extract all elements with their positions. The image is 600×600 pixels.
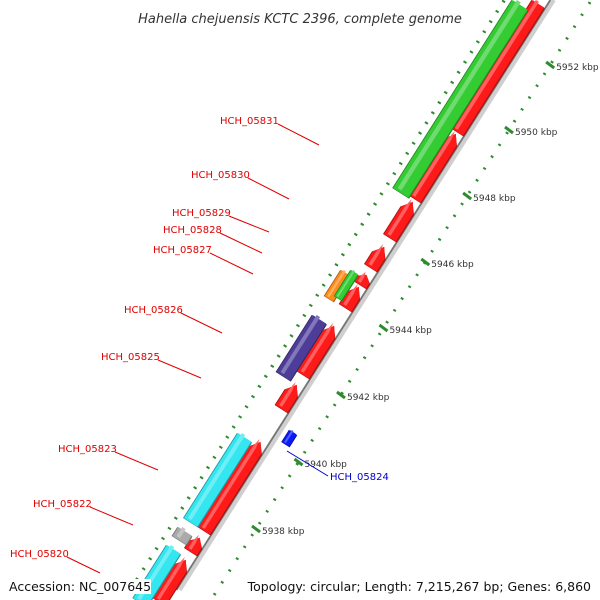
- leader-line-HCH_05826: [180, 312, 223, 334]
- scale-label-5: 5942 kbp: [347, 393, 390, 403]
- dotted-guide-1: [212, 0, 593, 596]
- gene-5831: [407, 130, 458, 204]
- gene-label-HCH_05825: HCH_05825: [101, 352, 160, 363]
- gene-5823-highlight: [201, 438, 260, 529]
- gene-purple-highlight: [280, 315, 321, 375]
- gene-label-HCH_05831: HCH_05831: [220, 116, 279, 127]
- gene-orange-highlight: [327, 270, 346, 298]
- gene-label-HCH_05823: HCH_05823: [58, 444, 117, 455]
- gene-5823: [197, 438, 262, 536]
- gene-5830-highlight: [387, 198, 412, 236]
- gene-5824-highlight: [284, 430, 294, 444]
- gene-5827-highlight: [343, 283, 358, 306]
- gene-5820-highlight: [156, 556, 185, 600]
- leader-line-HCH_05824: [286, 450, 329, 477]
- gene-5822-highlight: [176, 527, 186, 539]
- tick-layer: [128, 0, 593, 596]
- leader-line-HCH_05829: [228, 215, 270, 233]
- gene-cyan-b: [183, 433, 253, 528]
- label-layer: 5952 kbp 5950 kbp 5948 kbp 5946 kbp 5944 kbp…: [10, 63, 599, 574]
- gene-green-small-highlight: [336, 270, 355, 298]
- gene-layer: [132, 0, 545, 600]
- gene-label-HCH_05824: HCH_05824: [330, 472, 389, 483]
- gene-5820: [152, 556, 188, 600]
- gene-green-large-highlight: [397, 0, 521, 191]
- gene-5832: [450, 0, 545, 137]
- gene-label-HCH_05829: HCH_05829: [172, 208, 231, 219]
- gene-5821: [184, 534, 203, 557]
- gene-5832-highlight: [454, 0, 539, 130]
- gene-label-HCH_05820: HCH_05820: [10, 549, 69, 560]
- gene-5825: [274, 381, 298, 414]
- gene-5826-highlight: [300, 322, 334, 373]
- gene-5826: [296, 322, 336, 380]
- gene-label-HCH_05830: HCH_05830: [191, 170, 250, 181]
- scale-label-3: 5946 kbp: [431, 260, 474, 270]
- gene-5829: [364, 243, 386, 273]
- gene-label-HCH_05826: HCH_05826: [124, 305, 183, 316]
- gene-purple: [275, 315, 327, 382]
- leader-line-HCH_05828: [219, 232, 263, 254]
- gene-5822-body: [172, 527, 192, 545]
- scale-label-2: 5948 kbp: [473, 194, 516, 204]
- scale-label-4: 5944 kbp: [389, 326, 432, 336]
- leader-line-HCH_05822: [89, 506, 134, 526]
- scale-tick-6: [293, 457, 304, 467]
- leader-line-HCH_05830: [247, 177, 290, 200]
- leader-line-HCH_05823: [114, 451, 159, 471]
- gene-5825-highlight: [279, 381, 296, 407]
- backbone-shadow: [178, 0, 556, 592]
- gene-5830: [383, 198, 414, 243]
- scale-label-1: 5950 kbp: [515, 128, 558, 138]
- topology-label: Topology: circular; Length: 7,215,267 bp…: [247, 579, 591, 594]
- scale-tick-4: [378, 323, 389, 333]
- scale-tick-1: [504, 125, 514, 135]
- gene-orange: [323, 270, 351, 303]
- map-title: Hahella chejuensis KCTC 2396, complete g…: [138, 12, 462, 27]
- leader-line-HCH_05825: [157, 359, 202, 379]
- gene-5828-highlight: [357, 271, 366, 283]
- scale-tick-5: [336, 390, 346, 400]
- gene-5821-highlight: [188, 534, 199, 550]
- gene-5828-body: [354, 274, 370, 289]
- scale-label-7: 5938 kbp: [262, 527, 305, 537]
- gene-green-large: [392, 0, 529, 199]
- gene-5828: [353, 271, 371, 290]
- gene-green-small: [333, 270, 359, 302]
- gene-5824: [281, 430, 298, 448]
- leader-line-HCH_05831: [277, 123, 320, 146]
- gene-label-HCH_05827: HCH_05827: [153, 245, 212, 256]
- gene-5831-highlight: [412, 130, 455, 197]
- scale-tick-0: [545, 60, 556, 70]
- scale-label-6: 5940 kbp: [304, 460, 347, 470]
- accession-label: Accession: NC_007645: [9, 579, 152, 594]
- backbone-line: [175, 0, 552, 591]
- gene-5829-highlight: [368, 243, 384, 266]
- title-background: [134, 10, 466, 29]
- gene-label-HCH_05822: HCH_05822: [33, 499, 92, 510]
- gene-5822: [171, 527, 193, 546]
- scale-tick-2: [462, 191, 473, 201]
- leader-line-HCH_05827: [209, 252, 254, 275]
- gene-5827: [338, 283, 361, 313]
- leader-line-HCH_05820: [66, 556, 101, 574]
- gene-label-HCH_05828: HCH_05828: [163, 225, 222, 236]
- scale-label-0: 5952 kbp: [556, 63, 599, 73]
- backbone-layer: [175, 0, 556, 592]
- gene-cyan-b-highlight: [188, 433, 246, 521]
- scale-tick-7: [251, 524, 261, 534]
- scale-tick-3: [420, 257, 431, 267]
- dotted-guide-0: [128, 0, 506, 591]
